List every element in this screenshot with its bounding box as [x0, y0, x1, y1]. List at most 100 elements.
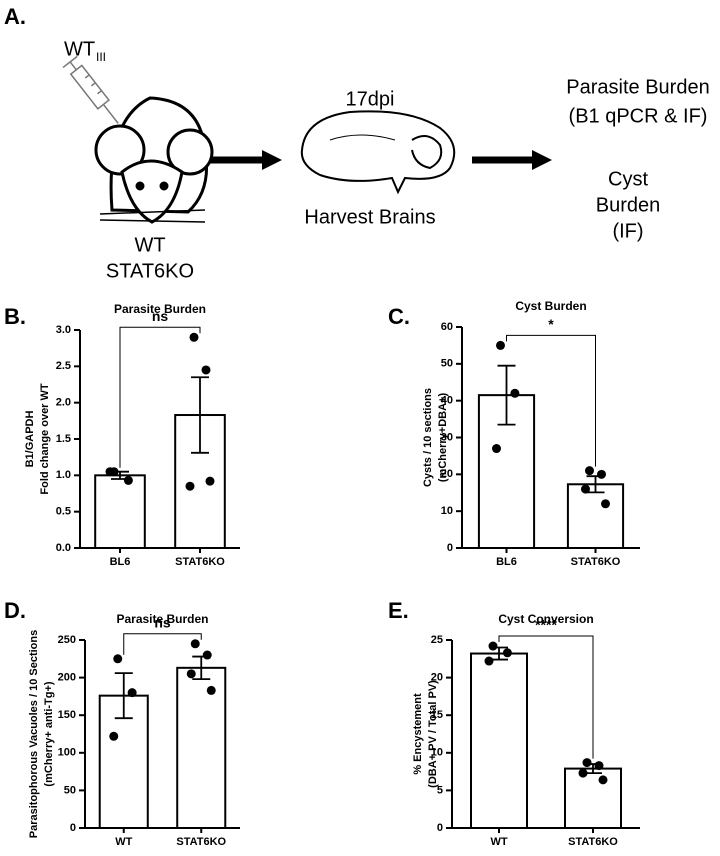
chart-title: Parasite Burden: [116, 612, 208, 626]
data-point: [186, 669, 196, 679]
y-tick-label: 5: [437, 784, 443, 796]
x-tick-label: STAT6KO: [571, 556, 621, 568]
significance-label: *: [548, 316, 554, 332]
y-tick-label: 1.5: [56, 433, 71, 445]
brain-icon: [300, 110, 456, 195]
bar: [94, 474, 146, 550]
chart-title: Parasite Burden: [114, 302, 206, 316]
data-point: [205, 476, 215, 486]
data-point: [510, 388, 520, 398]
data-point: [105, 467, 115, 477]
y-tick-label: 15: [431, 709, 443, 721]
y-tick-label: 100: [58, 747, 76, 759]
timepoint-label: 17dpi: [346, 88, 395, 110]
y-axis-label: Parasitophorous Vacuoles / 10 Sections: [28, 630, 40, 838]
data-point: [488, 641, 498, 651]
readout-label: Cyst: [608, 168, 648, 190]
arrow: [472, 150, 552, 170]
readout-label: (B1 qPCR & IF): [569, 105, 708, 127]
x-tick-label: WT: [115, 836, 132, 848]
y-axis-label: % Encystement: [412, 693, 424, 775]
y-tick-label: 30: [441, 431, 453, 443]
syringe-icon: [62, 55, 119, 124]
significance-bracket: [506, 334, 596, 467]
group-label: STAT6KO: [106, 260, 194, 282]
data-point: [201, 365, 211, 375]
y-tick-label: 25: [431, 634, 443, 646]
data-point: [492, 444, 501, 454]
significance-label: ns: [154, 614, 171, 630]
significance-bracket: [123, 633, 202, 655]
significance-label: ****: [535, 617, 557, 633]
y-tick-label: 0.0: [56, 542, 71, 554]
data-point: [202, 650, 212, 660]
data-point: [578, 768, 588, 778]
panel-label: A.: [4, 4, 26, 29]
panel-label: C.: [388, 304, 410, 329]
y-tick-label: 250: [58, 634, 76, 646]
bar: [564, 767, 622, 829]
data-point: [598, 775, 608, 785]
y-tick-label: 150: [58, 709, 76, 721]
data-point: [109, 731, 119, 741]
data-point: [185, 481, 195, 491]
significance-bracket: [119, 326, 201, 468]
data-point: [502, 648, 512, 658]
readout-label: Burden: [596, 194, 661, 216]
y-tick-label: 0: [437, 822, 443, 834]
bar: [566, 483, 625, 549]
significance-bracket: [498, 635, 594, 759]
group-label: WT: [134, 234, 165, 256]
x-tick-label: STAT6KO: [175, 556, 225, 568]
data-point: [496, 340, 505, 350]
y-tick-label: 20: [441, 468, 453, 480]
bar: [176, 666, 227, 829]
x-tick-label: BL6: [110, 556, 131, 568]
y-axis-label: (mCherry+DBA+): [437, 393, 449, 483]
data-point: [585, 466, 594, 476]
y-tick-label: 0: [447, 542, 453, 554]
x-tick-label: WT: [490, 836, 507, 848]
y-tick-label: 10: [431, 747, 443, 759]
mouse-icon: [94, 96, 214, 224]
y-axis-label: Cysts / 10 sections: [422, 388, 434, 487]
y-tick-label: 20: [431, 672, 443, 684]
y-tick-label: 50: [64, 784, 76, 796]
error-bar: [114, 672, 133, 720]
data-point: [582, 758, 592, 768]
x-tick-label: BL6: [496, 556, 517, 568]
y-tick-label: 40: [441, 395, 453, 407]
y-tick-label: 0: [70, 822, 76, 834]
data-point: [594, 761, 604, 771]
data-point: [123, 475, 133, 485]
y-axis-label: B1/GAPDH: [24, 411, 36, 468]
chart-title: Cyst Conversion: [498, 612, 593, 626]
panel-label: D.: [4, 598, 26, 623]
injection-subscript: III: [96, 50, 106, 64]
error-bar: [497, 364, 516, 426]
data-point: [190, 639, 200, 649]
readout-label: (IF): [612, 220, 643, 242]
panel-label: B.: [4, 304, 26, 329]
step-label: Harvest Brains: [304, 206, 435, 228]
chart-title: Cyst Burden: [515, 299, 586, 313]
x-tick-label: STAT6KO: [568, 836, 618, 848]
data-point: [127, 688, 137, 698]
data-point: [113, 654, 123, 664]
y-tick-label: 60: [441, 321, 453, 333]
y-tick-label: 200: [58, 672, 76, 684]
data-point: [189, 332, 199, 342]
y-tick-label: 1.0: [56, 469, 71, 481]
significance-label: ns: [152, 308, 169, 324]
error-bar: [191, 376, 209, 454]
data-point: [206, 685, 216, 695]
data-point: [597, 469, 606, 479]
y-tick-label: 50: [441, 358, 453, 370]
bar: [470, 652, 528, 830]
arrow: [210, 150, 282, 170]
y-tick-label: 2.0: [56, 397, 71, 409]
y-axis-label: Fold change over WT: [39, 383, 51, 495]
panel-label: E.: [388, 598, 409, 623]
readout-label: Parasite Burden: [566, 76, 709, 98]
